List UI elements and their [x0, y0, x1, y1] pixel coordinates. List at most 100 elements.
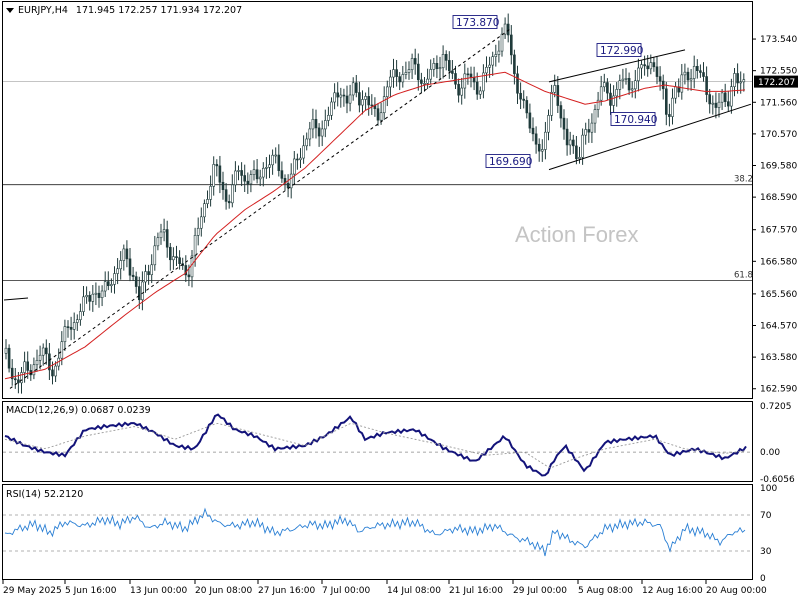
- candle-body: [100, 290, 104, 298]
- candle-body: [633, 80, 637, 90]
- macd-line: [4, 413, 747, 477]
- candle-body: [289, 173, 293, 189]
- price-panel-frame: [2, 1, 753, 399]
- candle-body: [138, 286, 141, 301]
- candle-body: [624, 78, 628, 80]
- candle-body: [451, 70, 454, 74]
- candle-body: [547, 115, 550, 133]
- candle-body: [578, 157, 581, 160]
- candle-body: [296, 158, 299, 161]
- price-layer: 38.2 61.8 173.870 172.990 170.940 169.690: [3, 13, 753, 394]
- candle-body: [593, 109, 597, 124]
- candle-body: [110, 284, 113, 287]
- candle-body: [339, 94, 343, 98]
- candle-body: [742, 79, 746, 83]
- candle-body: [730, 86, 733, 107]
- candle-body: [165, 229, 169, 248]
- candle-body: [314, 119, 318, 129]
- candle-body: [14, 378, 17, 381]
- candle-body: [723, 92, 727, 102]
- candle-body: [35, 360, 39, 366]
- macd-y-tick-label: -0.6056: [760, 475, 795, 485]
- candle-body: [553, 85, 557, 93]
- candle-body: [302, 145, 305, 159]
- candle-body: [187, 274, 191, 278]
- candle-body: [169, 246, 172, 261]
- symbol-dropdown-icon[interactable]: [6, 8, 14, 13]
- price-annotation-label: 172.990: [600, 45, 643, 57]
- candle-body: [209, 186, 212, 200]
- candle-body: [274, 154, 278, 157]
- candle-body: [550, 92, 553, 116]
- candle-body: [463, 73, 467, 89]
- candle-body: [652, 62, 656, 68]
- candle-body: [354, 82, 358, 93]
- candle-body: [277, 154, 281, 171]
- candle-body: [258, 176, 262, 180]
- candle-body: [516, 73, 519, 94]
- candle-body: [88, 295, 91, 302]
- candle-body: [7, 347, 11, 369]
- price-annotation-box: [452, 15, 498, 29]
- candle-body: [475, 81, 479, 95]
- candle-body: [268, 164, 271, 168]
- candle-body: [540, 149, 544, 152]
- candle-body: [485, 66, 488, 74]
- candle-body: [457, 83, 460, 96]
- candle-body: [534, 133, 538, 145]
- trend-line: [9, 28, 511, 389]
- macd-panel-frame: [2, 401, 753, 482]
- candle-body: [590, 122, 594, 133]
- candle-body: [466, 73, 470, 76]
- candle-body: [438, 67, 442, 70]
- candle-body: [190, 255, 194, 278]
- macd-layer: [3, 413, 752, 477]
- candle-body: [200, 216, 203, 229]
- price-annotation-label: 173.870: [456, 17, 499, 29]
- candle-body: [364, 96, 367, 100]
- candle-body: [630, 88, 634, 91]
- candle-body: [280, 170, 284, 179]
- candle-body: [311, 119, 315, 130]
- candle-body: [389, 76, 392, 88]
- candle-body: [10, 367, 14, 380]
- candle-body: [494, 54, 498, 57]
- candle-body: [113, 273, 116, 285]
- candle-body: [671, 97, 674, 117]
- fib-level-label: 61.8: [734, 270, 753, 280]
- candle-body: [206, 199, 209, 204]
- candle-body: [153, 245, 157, 266]
- candle-body: [646, 65, 650, 70]
- axes-layer: 173.540 172.550 171.560 170.570 169.580 168.5…: [2, 35, 798, 596]
- candle-body: [292, 158, 296, 175]
- candle-body: [212, 164, 215, 187]
- candle-body: [643, 64, 646, 67]
- candle-body: [69, 326, 73, 330]
- candle-body: [733, 73, 736, 87]
- price-y-tick-label: 170.570: [760, 130, 797, 140]
- candle-body: [444, 54, 448, 61]
- candle-body: [141, 281, 144, 301]
- price-y-tick-label: 173.540: [760, 35, 797, 45]
- candle-body: [568, 139, 572, 146]
- price-y-tick-label: 171.560: [760, 98, 797, 108]
- x-tick-label: 21 Jul 16:00: [449, 586, 503, 596]
- candle-body: [528, 112, 532, 129]
- candle-body: [63, 326, 67, 343]
- candle-body: [299, 157, 302, 161]
- candle-body: [404, 72, 408, 75]
- candle-body: [627, 78, 631, 91]
- x-tick-label: 5 Aug 08:00: [578, 586, 633, 596]
- candle-body: [227, 201, 231, 204]
- candle-body: [385, 86, 389, 97]
- candle-body: [519, 92, 522, 100]
- candle-body: [581, 134, 584, 158]
- candle-body: [416, 63, 420, 81]
- macd-title: MACD(12,26,9) 0.0687 0.0239: [6, 405, 151, 416]
- x-tick-label: 29 Jul 00:00: [513, 586, 567, 596]
- symbol-timeframe: EURJPY,H4: [18, 5, 68, 16]
- x-tick-label: 7 Jul 00:00: [322, 586, 371, 596]
- candle-body: [144, 271, 147, 283]
- macd-y-tick-label: 0.00: [760, 448, 780, 458]
- candle-body: [398, 76, 402, 83]
